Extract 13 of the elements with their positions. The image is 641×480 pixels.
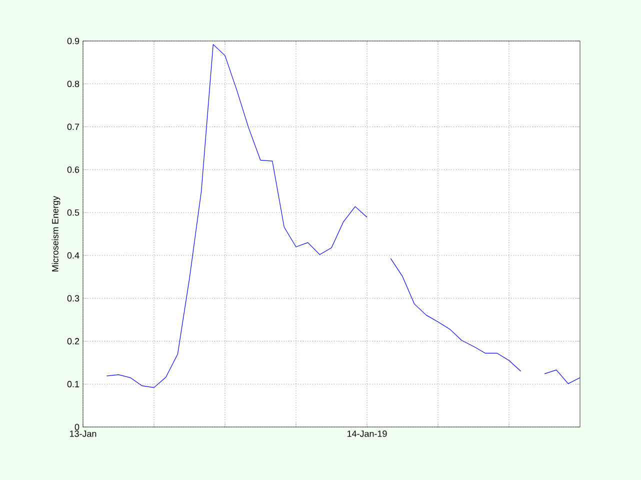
x-tick-label: 14-Jan-19	[348, 430, 387, 437]
y-tick-label: 0.9	[67, 38, 80, 44]
y-tick-label: 0.5	[67, 209, 80, 216]
y-tick-label: 0.6	[67, 166, 80, 173]
y-tick-label: 0.4	[67, 252, 80, 259]
y-tick-label: 0.3	[67, 295, 80, 302]
y-axis-title: Microseism Energy	[52, 196, 60, 272]
y-tick-label: 0.2	[67, 338, 80, 344]
y-tick-label: 0	[74, 424, 80, 430]
x-tick-label: 13-Jan	[70, 430, 96, 437]
y-tick-label: 0.7	[67, 124, 80, 130]
y-tick-label: 0.1	[67, 380, 80, 388]
y-tick-label: 0.8	[67, 80, 80, 88]
